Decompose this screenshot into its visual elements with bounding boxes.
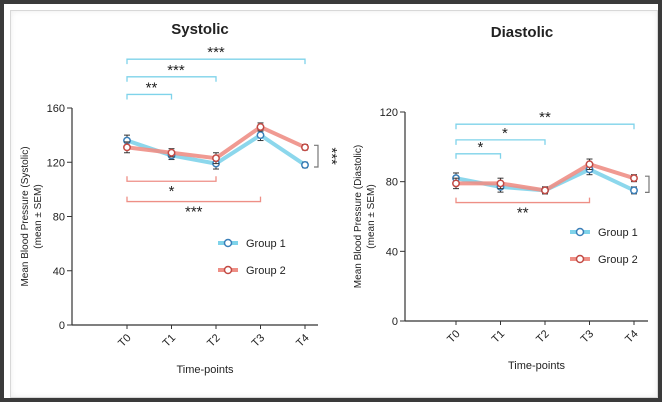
- y-axis-label: Mean Blood Pressure (Diastolic): [353, 145, 364, 288]
- data-point-group-2: [496, 179, 505, 188]
- data-point-group-1: [630, 186, 638, 195]
- data-point-group-2: [541, 186, 549, 195]
- y-tick-label: 120: [47, 157, 65, 169]
- significance-label: **: [517, 205, 529, 222]
- significance-label: **: [146, 79, 158, 96]
- data-point-group-2: [256, 123, 265, 131]
- legend-label: Group 1: [246, 238, 286, 250]
- significance-bracket-side: [314, 144, 319, 168]
- chart-title: Diastolic: [491, 24, 554, 41]
- legend-swatch-marker: [575, 254, 585, 264]
- x-tick-label: T3: [250, 332, 268, 350]
- significance-label: ***: [167, 62, 185, 79]
- y-tick-label: 40: [386, 246, 398, 258]
- y-tick-label: 80: [53, 212, 65, 224]
- data-point-group-2: [630, 174, 638, 183]
- significance-label: ***: [207, 44, 225, 61]
- legend-swatch-marker: [223, 265, 233, 275]
- chart-title: Systolic: [171, 21, 229, 38]
- y-tick-label: 80: [386, 177, 398, 189]
- significance-bracket: [455, 139, 546, 145]
- significance-bracket: [126, 93, 173, 100]
- significance-bracket: [455, 123, 635, 130]
- y-tick-label: 160: [47, 103, 65, 115]
- x-tick-label: T1: [490, 328, 508, 346]
- significance-label: *: [502, 125, 508, 142]
- data-point-group-2: [301, 143, 309, 152]
- significance-label: ***: [323, 147, 340, 165]
- legend-label: Group 2: [598, 254, 638, 266]
- x-tick-label: T4: [294, 332, 312, 350]
- x-tick-label: T0: [116, 332, 134, 350]
- x-tick-label: T0: [445, 328, 463, 346]
- data-point-group-2: [167, 148, 176, 157]
- legend-label: Group 2: [246, 265, 286, 277]
- legend-swatch-marker: [575, 227, 585, 237]
- legend-swatch-marker: [223, 238, 233, 248]
- significance-bracket: [126, 58, 306, 65]
- y-tick-label: 120: [380, 107, 398, 119]
- figure-panel: [10, 10, 658, 398]
- data-point-group-1: [301, 161, 309, 169]
- data-point-group-2: [585, 160, 594, 169]
- x-tick-label: T2: [534, 328, 552, 346]
- significance-label: *: [169, 183, 175, 200]
- x-tick-label: T2: [205, 332, 223, 350]
- x-tick-label: T1: [161, 332, 179, 350]
- significance-bracket: [455, 197, 591, 204]
- y-tick-label: 0: [59, 320, 65, 332]
- x-tick-label: T3: [579, 328, 597, 346]
- chart-diastolic: Diastolic 0 40 80 120 T0 T1 T2 T3 T4 Time-points Me…: [353, 24, 662, 372]
- significance-label: **: [539, 109, 551, 126]
- y-tick-label: 0: [392, 316, 398, 328]
- data-point-group-1: [256, 131, 265, 140]
- significance-bracket: [455, 153, 502, 159]
- significance-bracket-side: [645, 175, 650, 193]
- data-point-group-2: [123, 143, 131, 152]
- legend-label: Group 1: [598, 227, 638, 239]
- x-tick-label: T4: [623, 328, 641, 346]
- significance-bracket: [126, 196, 262, 203]
- y-axis-label: Mean Blood Pressure (Systolic): [20, 146, 31, 286]
- chart-systolic: Systolic 0 40 80 120 160 T0 T1 T2 T3 T4 Time-points…: [20, 21, 340, 376]
- significance-label: *: [478, 139, 484, 156]
- y-axis-label-sub: (mean ± SEM): [366, 184, 377, 248]
- significance-bracket: [126, 76, 217, 82]
- significance-label: ***: [185, 204, 203, 221]
- data-point-group-2: [452, 179, 460, 188]
- significance-label: **: [654, 178, 662, 190]
- data-point-group-2: [212, 154, 220, 163]
- y-tick-label: 40: [53, 266, 65, 278]
- x-axis-label: Time-points: [508, 360, 566, 372]
- y-axis-label-sub: (mean ± SEM): [33, 184, 44, 248]
- significance-bracket: [126, 176, 217, 182]
- x-axis-label: Time-points: [176, 364, 234, 376]
